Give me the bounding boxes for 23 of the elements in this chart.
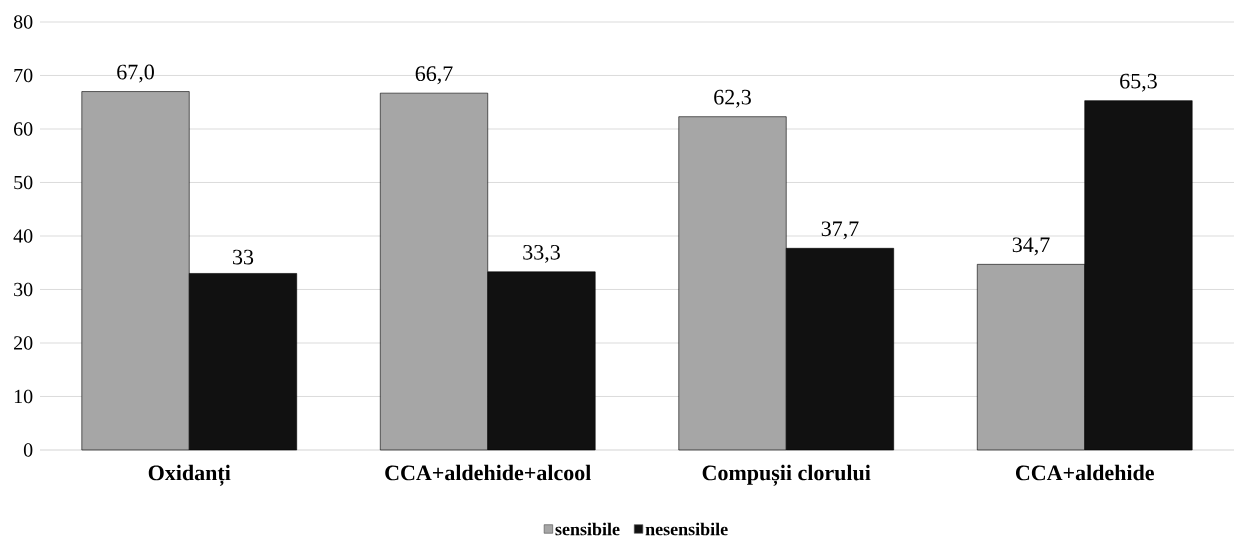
x-tick-label: CCA+aldehide+alcool — [385, 464, 591, 481]
x-tick-label: Oxidanți — [148, 464, 231, 486]
y-tick-label: 0 — [23, 443, 33, 457]
data-label: 62,3 — [714, 89, 751, 108]
y-tick-label: 30 — [14, 282, 33, 297]
y-tick-label: 80 — [13, 15, 33, 29]
data-label: 33,3 — [523, 244, 560, 263]
y-tick-label: 10 — [14, 389, 33, 404]
legend-label: nesensibile — [645, 522, 728, 536]
data-label: 65,3 — [1120, 73, 1157, 92]
x-tick-label: CCA+aldehide — [1015, 464, 1154, 481]
data-label: 34,7 — [1012, 237, 1050, 256]
y-tick-label: 50 — [14, 175, 33, 190]
x-tick-label: Compușii clorului — [702, 464, 871, 486]
legend-label: sensibile — [555, 522, 620, 536]
y-tick-label: 60 — [14, 122, 33, 136]
data-label: 67,0 — [117, 64, 154, 83]
y-tick-label: 70 — [14, 68, 33, 83]
data-label: 33 — [233, 249, 254, 265]
data-label: 66,7 — [415, 66, 453, 85]
y-tick-label: 20 — [14, 336, 33, 350]
data-label: 37,7 — [821, 221, 859, 240]
y-tick-label: 40 — [13, 229, 33, 243]
